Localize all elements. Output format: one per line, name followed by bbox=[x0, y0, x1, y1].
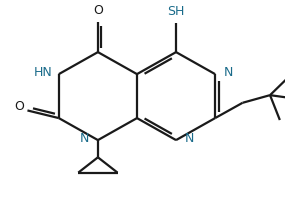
Text: O: O bbox=[15, 100, 24, 113]
Text: O: O bbox=[93, 4, 103, 16]
Text: N: N bbox=[185, 132, 194, 145]
Text: HN: HN bbox=[34, 66, 52, 79]
Text: N: N bbox=[224, 66, 234, 79]
Text: N: N bbox=[79, 132, 89, 145]
Text: SH: SH bbox=[167, 5, 185, 18]
